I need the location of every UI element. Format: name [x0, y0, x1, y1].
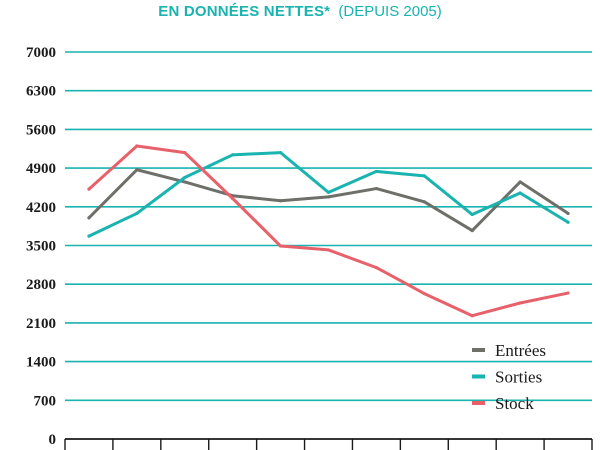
y-tick-label: 4200: [26, 200, 56, 216]
y-tick-label: 6300: [26, 84, 56, 100]
data-point: [566, 211, 570, 216]
y-tick-label: 5600: [26, 122, 56, 138]
data-point: [135, 168, 139, 172]
data-point: [326, 195, 331, 199]
data-point: [518, 301, 522, 305]
data-point: [135, 211, 139, 216]
series-line-sorties: [87, 151, 570, 238]
data-point: [278, 151, 283, 155]
data-point: [87, 187, 91, 191]
chart-subtitle: (DEPUIS 2005): [338, 3, 442, 20]
data-point: [470, 314, 474, 318]
data-point: [183, 175, 187, 180]
chart-title-block: EN DONNÉES NETTES* (DEPUIS 2005): [0, 3, 600, 20]
data-point: [87, 234, 91, 238]
y-tick-label: 2100: [26, 316, 56, 332]
data-point: [231, 153, 235, 157]
data-point: [422, 291, 426, 296]
data-point: [470, 228, 474, 233]
data-point: [470, 212, 474, 217]
data-point: [374, 266, 379, 270]
data-point: [422, 200, 426, 204]
series-line-entrées: [87, 168, 570, 233]
data-point: [566, 220, 570, 224]
data-point: [326, 248, 331, 252]
legend-label: Stock: [495, 394, 534, 413]
y-tick-label: 4900: [26, 161, 56, 177]
y-tick-label: 2800: [26, 277, 56, 293]
legend-label: Entrées: [495, 341, 546, 360]
data-point: [518, 180, 522, 184]
chart-title: EN DONNÉES NETTES*: [158, 3, 331, 20]
data-point: [566, 291, 570, 295]
data-point: [183, 180, 187, 184]
data-point: [231, 196, 235, 201]
y-tick-label: 1400: [26, 355, 56, 371]
y-tick-label: 0: [49, 432, 57, 448]
y-tick-label: 3500: [26, 239, 56, 255]
y-tick-label: 7000: [26, 45, 56, 61]
data-point: [374, 169, 379, 174]
data-point: [135, 144, 139, 148]
data-point: [183, 151, 187, 155]
data-point: [326, 190, 331, 195]
y-tick-label: 700: [34, 393, 57, 409]
data-point: [278, 244, 283, 248]
data-point: [87, 216, 91, 220]
data-point: [278, 199, 283, 203]
data-point: [518, 191, 522, 195]
legend-label: Sorties: [495, 368, 542, 387]
data-point: [374, 186, 379, 191]
data-point: [422, 174, 426, 178]
series-line-stock: [87, 144, 570, 318]
